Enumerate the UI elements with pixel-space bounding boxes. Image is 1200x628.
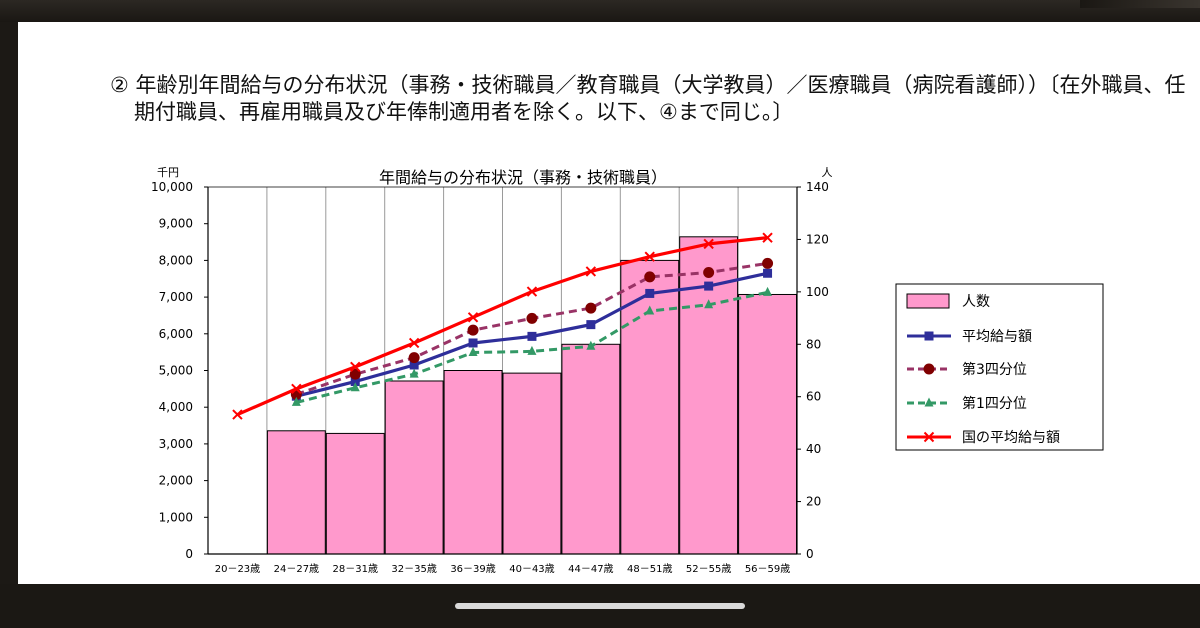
x-tick-label: 40－43歳 bbox=[509, 563, 554, 575]
marker-point bbox=[350, 382, 360, 392]
marker-point bbox=[763, 268, 773, 278]
left-tick-label: 8,000 bbox=[159, 253, 193, 267]
line-国の平均給与額 bbox=[236, 236, 768, 417]
x-tick-label: 24－27歳 bbox=[274, 563, 319, 575]
right-tick-label: 60 bbox=[806, 390, 821, 404]
marker-point bbox=[703, 238, 714, 250]
right-tick-label: 100 bbox=[806, 285, 829, 299]
marker-point bbox=[408, 337, 420, 349]
top-handle bbox=[1080, 0, 1200, 8]
marker-point bbox=[645, 288, 655, 298]
y-left-unit: 千円 bbox=[157, 166, 179, 179]
marker-point bbox=[409, 360, 419, 370]
marker-point bbox=[644, 271, 656, 283]
marker-point bbox=[468, 338, 478, 348]
y-right-unit: 人 bbox=[822, 166, 833, 179]
marker-point bbox=[762, 232, 773, 243]
legend-label: 人数 bbox=[962, 294, 990, 310]
left-tick-label: 1,000 bbox=[159, 510, 193, 524]
bar bbox=[443, 370, 503, 555]
legend-label: 国の平均給与額 bbox=[962, 430, 1060, 446]
right-tick-label: 0 bbox=[806, 547, 814, 561]
marker-point bbox=[291, 383, 302, 395]
marker-point bbox=[586, 320, 596, 330]
x-tick-label: 28－31歳 bbox=[333, 563, 378, 575]
marker-point bbox=[704, 281, 714, 291]
marker-point bbox=[924, 331, 934, 341]
marker-point bbox=[408, 352, 420, 364]
marker-point bbox=[527, 345, 537, 355]
legend-label: 第3四分位 bbox=[962, 361, 1027, 378]
right-tick-label: 40 bbox=[806, 442, 821, 456]
marker-point bbox=[527, 331, 537, 341]
chart-labels: 0 1,000 2,000 3,000 4,000 5,000 6,000 7,000 8,00… bbox=[151, 166, 833, 575]
x-tick-label: 36－39歳 bbox=[450, 563, 495, 575]
x-tick-label: 32－35歳 bbox=[391, 563, 436, 575]
bar bbox=[561, 343, 621, 555]
marker-point bbox=[585, 302, 597, 314]
right-tick-label: 120 bbox=[806, 232, 829, 246]
right-tick-label: 140 bbox=[806, 180, 829, 194]
left-tick-label: 3,000 bbox=[159, 437, 193, 451]
marker-point bbox=[703, 267, 715, 279]
section-heading: ② 年齢別年間給与の分布状況（事務・技術職員／教育職員（大学教員）／医療職員（病… bbox=[110, 73, 1186, 124]
top-status-bar bbox=[0, 0, 1200, 22]
bar bbox=[266, 430, 326, 555]
marker-point bbox=[924, 397, 934, 407]
marker-point bbox=[526, 286, 538, 297]
marker-point bbox=[232, 409, 243, 420]
left-tick-label: 9,000 bbox=[159, 217, 193, 231]
bar bbox=[738, 293, 797, 555]
marker-point bbox=[923, 363, 935, 375]
left-tick-label: 6,000 bbox=[159, 327, 193, 341]
marker-point bbox=[644, 251, 655, 262]
marker-point bbox=[350, 361, 361, 373]
x-tick-label: 56－59歳 bbox=[745, 563, 790, 575]
legend-swatch-bar bbox=[906, 293, 950, 309]
bar bbox=[325, 432, 385, 555]
marker-point bbox=[585, 266, 597, 277]
legend-label: 第1四分位 bbox=[962, 395, 1027, 412]
chart-axes bbox=[204, 186, 801, 555]
marker-point bbox=[467, 324, 479, 336]
bar bbox=[384, 380, 444, 555]
marker-point bbox=[763, 286, 773, 296]
marker-point bbox=[468, 347, 478, 357]
x-tick-label: 20－23歳 bbox=[215, 563, 260, 575]
left-tick-label: 4,000 bbox=[159, 400, 193, 414]
marker-point bbox=[467, 312, 479, 323]
marker-point bbox=[350, 377, 360, 387]
legend-label: 平均給与額 bbox=[962, 329, 1032, 345]
marker-point bbox=[645, 305, 655, 315]
left-tick-label: 0 bbox=[185, 547, 193, 561]
x-tick-label: 52－55歳 bbox=[686, 563, 731, 575]
left-tick-label: 2,000 bbox=[159, 474, 193, 488]
line-第1四分位 bbox=[295, 290, 768, 404]
home-indicator[interactable] bbox=[455, 603, 745, 609]
marker-point bbox=[704, 299, 714, 309]
left-tick-label: 5,000 bbox=[159, 364, 193, 378]
marker-point bbox=[526, 312, 538, 324]
right-tick-label: 80 bbox=[806, 337, 821, 351]
left-tick-label: 7,000 bbox=[159, 290, 193, 304]
x-tick-label: 48－51歳 bbox=[627, 563, 672, 575]
bar bbox=[502, 372, 562, 555]
marker-point bbox=[409, 368, 419, 378]
x-tick-label: 44－47歳 bbox=[568, 563, 613, 575]
marker-point bbox=[762, 257, 774, 269]
marker-point bbox=[291, 396, 301, 406]
marker-point bbox=[586, 340, 596, 350]
marker-point bbox=[349, 368, 361, 380]
marker-point bbox=[923, 431, 935, 443]
left-tick-label: 10,000 bbox=[151, 180, 193, 194]
chart-title: 年間給与の分布状況（事務・技術職員） bbox=[379, 168, 667, 187]
line-series bbox=[232, 232, 774, 420]
right-tick-label: 20 bbox=[806, 495, 821, 509]
